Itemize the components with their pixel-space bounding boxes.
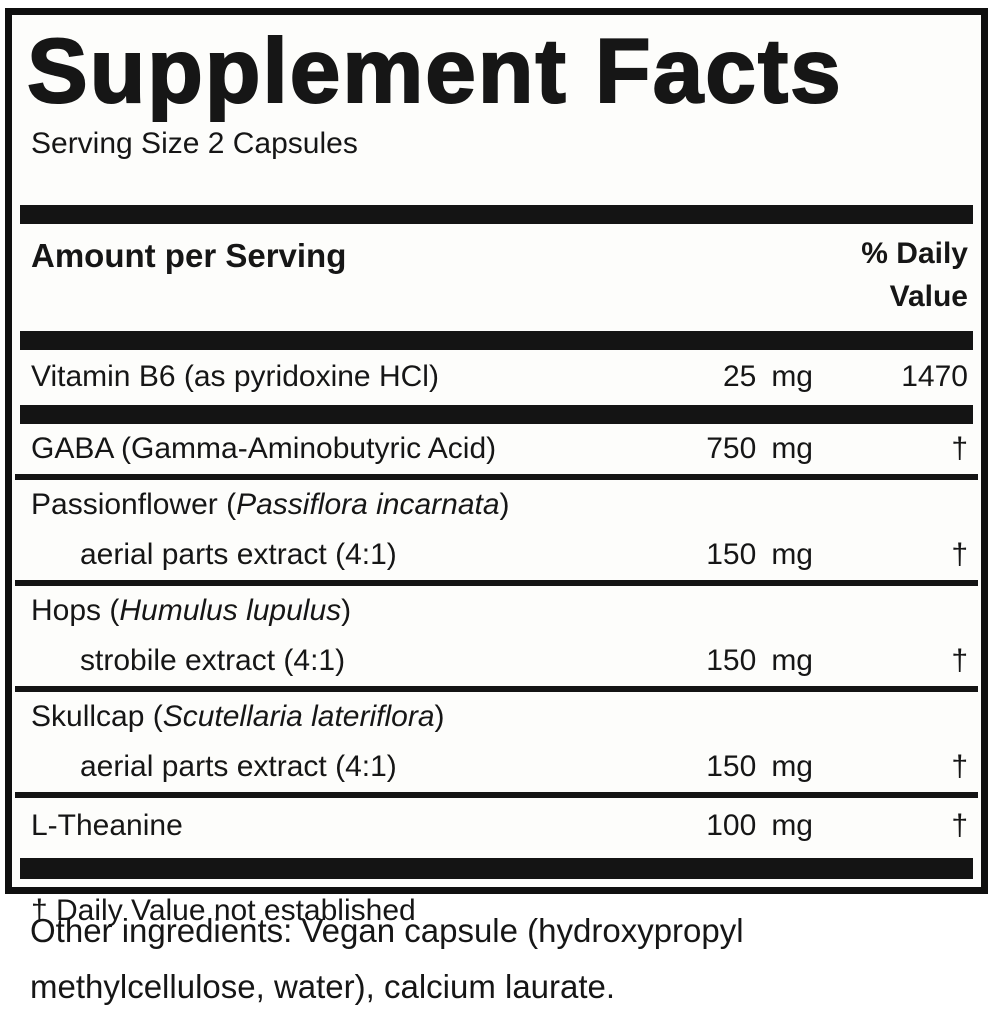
daily-value-cell: † xyxy=(951,537,968,571)
ingredient-name-text: Passionflower ( xyxy=(31,487,237,521)
serving-size: Serving Size 2 Capsules xyxy=(31,127,358,161)
row-divider-line xyxy=(15,579,978,586)
table-header: Amount per Serving % Daily Value xyxy=(12,224,981,330)
ingredient-sub-name: aerial parts extract (4:1) xyxy=(80,749,397,783)
amount-value: 150 xyxy=(706,537,757,571)
amount-value: 150 xyxy=(706,749,757,783)
section-divider-bar xyxy=(20,404,973,424)
amount-value: 750 xyxy=(706,431,757,465)
ingredient-name-text: Skullcap ( xyxy=(31,699,163,733)
daily-value-cell: 1470 xyxy=(901,359,968,393)
ingredient-row: Hops (Humulus lupulus) xyxy=(12,586,981,636)
amount-value: 150 xyxy=(706,643,757,677)
ingredient-sub-name: strobile extract (4:1) xyxy=(80,643,346,677)
amount-unit: mg xyxy=(771,749,813,783)
botanical-name: Humulus lupulus xyxy=(119,593,342,627)
ingredient-row: GABA (Gamma-Aminobutyric Acid) 750 mg † xyxy=(12,424,981,474)
amount-cell: 150 mg xyxy=(706,644,813,678)
divider-bar-header xyxy=(20,330,973,350)
daily-value-cell: † xyxy=(951,808,968,842)
daily-value-header-line2: Value xyxy=(889,280,968,314)
row-divider-line xyxy=(15,473,978,480)
ingredient-name: Skullcap (Scutellaria lateriflora) xyxy=(31,700,968,734)
other-ingredients-line: Other ingredients: Vegan capsule (hydrox… xyxy=(30,912,744,949)
botanical-name: Passiflora incarnata xyxy=(236,487,500,521)
ingredient-name: Hops (Humulus lupulus) xyxy=(31,594,968,628)
supplement-facts-panel: Supplement Facts Serving Size 2 Capsules… xyxy=(5,8,988,927)
ingredient-sub-row: strobile extract (4:1) 150 mg † xyxy=(12,636,981,686)
dv-footnote: † Daily Value not established xyxy=(31,893,416,927)
ingredient-name: GABA (Gamma-Aminobutyric Acid) xyxy=(31,432,706,466)
ingredient-row: Passionflower (Passiflora incarnata) xyxy=(12,480,981,530)
amount-value: 25 xyxy=(722,359,757,393)
botanical-name: Scutellaria lateriflora xyxy=(162,699,435,733)
amount-value: 100 xyxy=(706,808,757,842)
amount-unit: mg xyxy=(771,431,813,465)
ingredient-sub-name: aerial parts extract (4:1) xyxy=(80,537,397,571)
panel-title: Supplement Facts xyxy=(26,21,843,122)
divider-bar-top xyxy=(20,205,973,225)
amount-cell: 750 mg xyxy=(706,432,813,466)
row-divider-line xyxy=(15,685,978,692)
ingredient-name: Vitamin B6 (as pyridoxine HCl) xyxy=(31,360,723,394)
daily-value-cell: † xyxy=(951,643,968,677)
ingredient-name-text: L-Theanine xyxy=(31,808,183,842)
amount-unit: mg xyxy=(771,808,813,842)
ingredient-row: L-Theanine 100 mg † xyxy=(12,798,981,858)
ingredient-name-text: GABA (Gamma-Aminobutyric Acid) xyxy=(31,431,497,465)
daily-value-cell: † xyxy=(951,749,968,783)
daily-value-header-line1: % Daily xyxy=(861,237,968,271)
amount-unit: mg xyxy=(771,359,813,393)
amount-cell: 150 mg xyxy=(706,750,813,784)
amount-unit: mg xyxy=(771,643,813,677)
other-ingredients-line: methylcellulose, water), calcium laurate… xyxy=(30,968,616,1006)
ingredient-name: L-Theanine xyxy=(31,809,706,843)
ingredient-name-text: Hops ( xyxy=(31,593,120,627)
ingredient-sub-row: aerial parts extract (4:1) 150 mg † xyxy=(12,742,981,792)
ingredient-row: Vitamin B6 (as pyridoxine HCl) 25 mg 1470 xyxy=(12,350,981,405)
row-divider-line xyxy=(15,791,978,798)
ingredient-name-text: ) xyxy=(434,699,445,733)
amount-cell: 150 mg xyxy=(706,538,813,572)
ingredient-name-text: ) xyxy=(499,487,510,521)
other-ingredients: Other ingredients: Vegan capsule (hydrox… xyxy=(30,903,744,1015)
footnote-divider-bar xyxy=(20,857,973,879)
ingredient-sub-row: aerial parts extract (4:1) 150 mg † xyxy=(12,530,981,580)
daily-value-header: % Daily Value xyxy=(861,233,968,318)
ingredient-rows: Vitamin B6 (as pyridoxine HCl) 25 mg 1470 GA… xyxy=(12,350,981,879)
amount-cell: 100 mg xyxy=(706,809,813,843)
daily-value-cell: † xyxy=(951,431,968,465)
ingredient-name-text: Vitamin B6 (as pyridoxine HCl) xyxy=(31,359,439,393)
ingredient-name-text: ) xyxy=(341,593,352,627)
ingredient-row: Skullcap (Scutellaria lateriflora) xyxy=(12,692,981,742)
ingredient-name: Passionflower (Passiflora incarnata) xyxy=(31,488,968,522)
amount-unit: mg xyxy=(771,537,813,571)
amount-cell: 25 mg xyxy=(723,360,813,394)
amount-per-serving-header: Amount per Serving xyxy=(31,237,347,275)
